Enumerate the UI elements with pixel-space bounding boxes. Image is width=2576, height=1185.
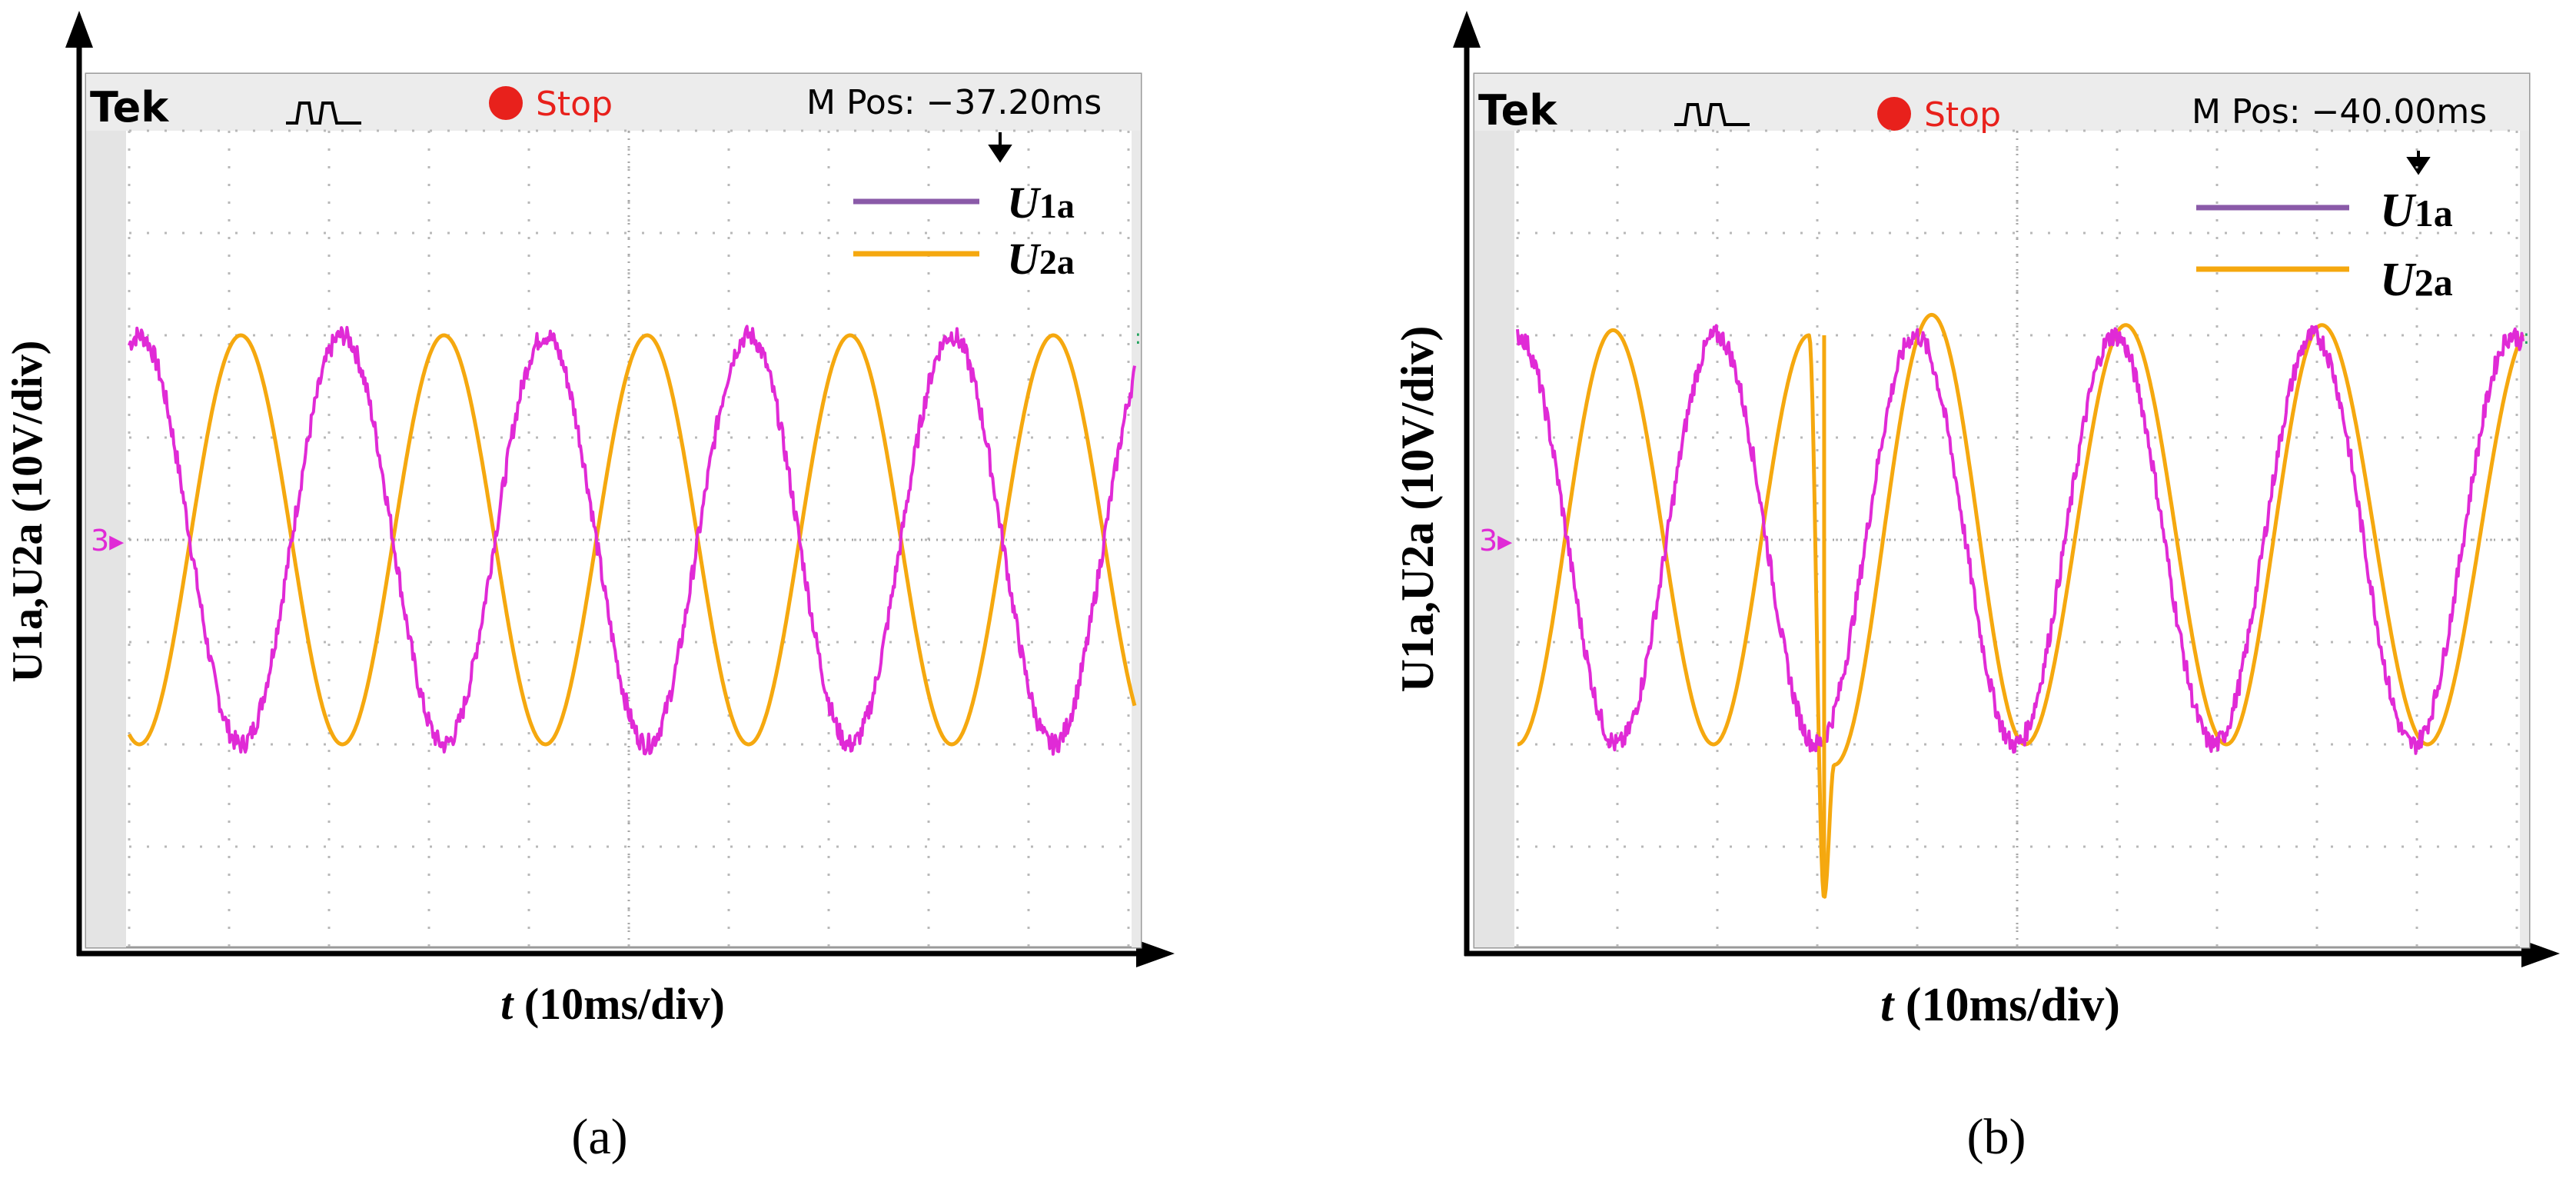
- scope-right-bezel: [2520, 131, 2529, 947]
- panel-caption: (a): [571, 1109, 627, 1165]
- scope-mpos: M Pos: −40.00ms: [2192, 92, 2487, 131]
- y-axis-label: U1a,U2a (10V/div): [4, 341, 52, 683]
- panel-caption: (b): [1967, 1109, 2026, 1165]
- scope-status: Stop: [536, 85, 613, 124]
- trace-u1a: [128, 325, 1136, 756]
- scope-screen: [85, 72, 1142, 949]
- legend-label-u1a: U1a: [2380, 185, 2453, 237]
- scope-status: Stop: [1924, 95, 2001, 135]
- right-level-marker-icon: :: [2523, 326, 2530, 349]
- y-axis-arrowhead: [1453, 11, 1481, 48]
- right-level-marker-icon: :: [1135, 326, 1142, 349]
- scope-brand: Tek: [1478, 86, 1557, 135]
- trace-u2a: [127, 333, 1137, 747]
- panel-b: Tek Stop M Pos: −40.00ms: [1392, 11, 2560, 1165]
- x-axis-arrowhead: [2521, 940, 2560, 967]
- ground-marker-icon: 3▸: [1479, 524, 1512, 558]
- x-axis-label: t (10ms/div): [500, 979, 725, 1029]
- scope-header-bar: [1474, 74, 2529, 131]
- trigger-position-arrow-icon: [2406, 151, 2431, 175]
- trigger-pulse-icon: [286, 102, 361, 125]
- x-axis-arrowhead: [1136, 940, 1175, 967]
- scope-left-bezel: [86, 131, 126, 947]
- trigger-position-arrow-icon: [988, 132, 1012, 163]
- stop-icon: [489, 86, 523, 120]
- scope-screen: [1473, 72, 2531, 949]
- scope-mpos: M Pos: −37.20ms: [806, 83, 1102, 122]
- legend-label-u2a: U2a: [2380, 254, 2453, 306]
- trace-u1a: [1516, 324, 2524, 755]
- panel-a: Tek Stop M Pos: −37.20ms: [4, 11, 1175, 1165]
- scope-header-bar: [86, 74, 1141, 131]
- ground-marker-icon: 3▸: [91, 524, 124, 558]
- scope-brand: Tek: [90, 83, 169, 131]
- stop-icon: [1877, 97, 1911, 131]
- scope-left-bezel: [1474, 131, 1514, 947]
- x-axis-label: t (10ms/div): [1880, 979, 2120, 1031]
- trigger-pulse-icon: [1674, 103, 1750, 126]
- legend-label-u2a: U2a: [1007, 234, 1075, 284]
- scope-right-bezel: [1132, 131, 1141, 947]
- y-axis-arrowhead: [65, 11, 93, 48]
- legend-label-u1a: U1a: [1007, 178, 1075, 228]
- y-axis-label: U1a,U2a (10V/div): [1392, 326, 1443, 693]
